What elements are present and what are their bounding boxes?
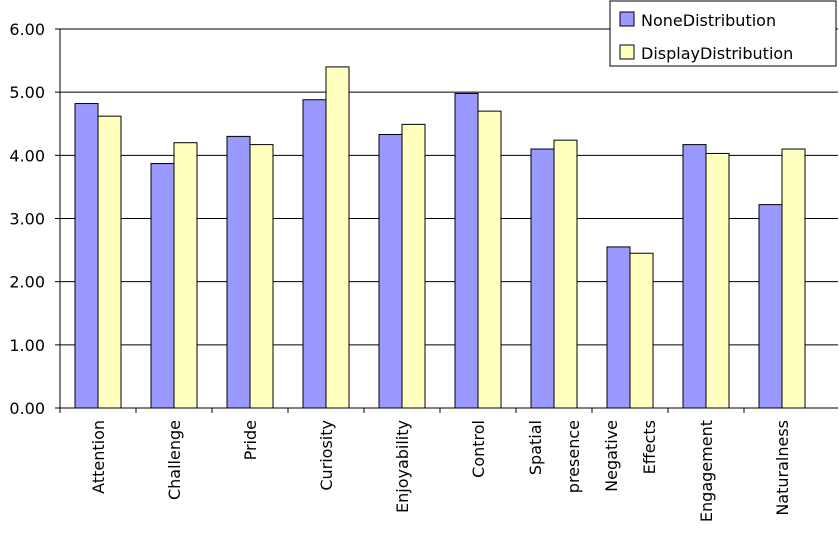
bar — [302, 99, 327, 409]
bar — [150, 163, 175, 409]
y-tick-label: 5.00 — [9, 83, 45, 102]
bar — [477, 110, 502, 409]
bar — [249, 144, 274, 409]
x-tick-label: Negative Effects — [602, 420, 659, 492]
x-tick-label: Challenge — [165, 420, 184, 500]
y-tick-label: 4.00 — [9, 146, 45, 165]
bar — [378, 133, 403, 409]
legend-swatch — [619, 44, 635, 60]
y-tick-label: 6.00 — [9, 20, 45, 39]
bar — [97, 115, 122, 409]
bar — [173, 142, 198, 409]
bar — [226, 135, 251, 409]
bar — [325, 66, 350, 409]
x-tick-label: Control — [469, 420, 488, 478]
legend-box — [609, 0, 837, 67]
x-tick-label: Pride — [241, 420, 260, 460]
y-tick-label: 2.00 — [9, 273, 45, 292]
bar — [705, 152, 730, 409]
x-tick-label: Enjoyability — [393, 420, 412, 513]
legend-swatch — [619, 11, 635, 27]
bar — [530, 148, 555, 409]
bar — [781, 148, 806, 409]
x-tick-label: Curiosity — [317, 420, 336, 491]
bar — [454, 92, 479, 409]
y-tick-label: 3.00 — [9, 210, 45, 229]
x-tick-label: Engagement — [697, 420, 716, 522]
x-tick-label: Attention — [89, 420, 108, 494]
bar — [629, 252, 654, 409]
bar — [682, 144, 707, 409]
legend-label: DisplayDistribution — [641, 44, 793, 63]
legend-label: NoneDistribution — [641, 11, 776, 30]
bar — [401, 123, 426, 409]
y-tick-label: 1.00 — [9, 336, 45, 355]
bar — [74, 103, 99, 409]
bar — [553, 139, 578, 409]
x-tick-label: Naturalness — [773, 420, 792, 516]
bar — [606, 246, 631, 409]
x-tick-label: Spatial presence — [526, 420, 583, 493]
bar — [758, 204, 783, 409]
y-tick-label: 0.00 — [9, 399, 45, 418]
